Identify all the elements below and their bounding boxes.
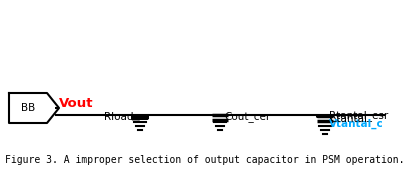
Text: Ctantal: Ctantal [328,114,366,124]
Text: BB: BB [21,103,35,113]
Text: Vout: Vout [59,97,93,110]
Text: Vtantal_c: Vtantal_c [328,119,383,129]
Text: Rtantal_esr: Rtantal_esr [328,110,387,121]
Text: Figure 3. A improper selection of output capacitor in PSM operation.: Figure 3. A improper selection of output… [5,155,404,165]
Text: Cout_cer: Cout_cer [223,111,270,122]
Text: Rload: Rload [104,112,134,122]
